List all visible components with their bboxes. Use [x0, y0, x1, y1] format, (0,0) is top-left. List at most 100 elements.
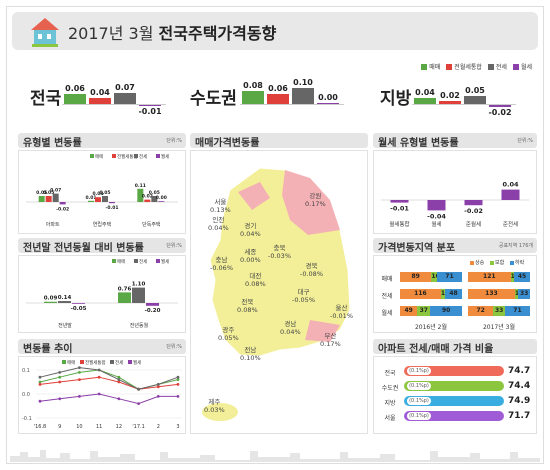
series-point — [137, 387, 140, 391]
type-change-header: 유형별 변동률 단위:% — [18, 133, 186, 149]
bar-value-label: 0.05 — [43, 190, 54, 196]
summary-bar — [464, 96, 486, 104]
category-label: 월세통합 — [389, 220, 409, 228]
chart-bar — [144, 199, 151, 202]
x-tick-label: 12 — [116, 424, 122, 430]
map-region-value: 0.08% — [245, 280, 266, 288]
legend-swatch — [134, 154, 138, 158]
x-tick-label: 9 — [58, 424, 61, 430]
legend-label: 매매 — [67, 359, 75, 366]
legend-swatch — [446, 63, 453, 70]
distribution-cell: 71 — [436, 272, 462, 282]
legend-swatch — [112, 154, 116, 158]
summary-bar — [89, 97, 111, 104]
summary-value: 0.10 — [293, 78, 313, 87]
legend-label: 전세 — [115, 359, 123, 366]
map-region-value: 0.08% — [237, 306, 258, 314]
map-region-name: 울산 — [335, 304, 348, 312]
series-point — [58, 397, 62, 401]
panel-unit: 단위:% — [166, 344, 182, 350]
distribution-cell: 133 — [468, 289, 515, 299]
map-region-label: 충북 -0.03% — [268, 244, 291, 260]
summary-bar — [489, 104, 511, 108]
panel-title: 아파트 전세/매매 가격 비율 — [378, 344, 494, 355]
summary-value: -0.02 — [488, 108, 512, 118]
x-tick-label: 10 — [76, 424, 82, 430]
map-region-name: 강원 — [309, 192, 322, 200]
bar-value-label: -0.04 — [427, 212, 446, 220]
map-region-label: 울산 -0.01% — [330, 304, 353, 320]
legend-swatch — [421, 63, 428, 70]
chart-bar — [102, 196, 108, 202]
distribution-cell: 16 — [431, 272, 440, 282]
summary-region-label: 전국 — [30, 89, 62, 109]
ratio-change-pill: (0.1%p) — [407, 397, 431, 405]
chart-bar — [464, 200, 483, 206]
map-region-label: 광주 0.05% — [218, 326, 239, 342]
map-region-name: 제주 — [208, 398, 221, 406]
chart-bar — [38, 196, 45, 202]
map-region-value: 0.00% — [240, 256, 261, 264]
title-bar — [12, 12, 538, 50]
panel-title: 전년말 전년동월 대비 변동률 — [23, 243, 144, 254]
x-tick-label: 2 — [157, 424, 160, 430]
ratio-row-label: 지방 — [384, 400, 396, 407]
chart-bar — [137, 188, 144, 202]
distribution-cell: 72 — [468, 306, 494, 316]
series-point — [117, 397, 121, 401]
distribution-cell: 71 — [504, 306, 530, 316]
legend-label: 전월세통합 — [117, 153, 138, 160]
legend-swatch — [134, 259, 138, 263]
title-prefix: 2017년 3월 — [68, 24, 154, 43]
ratio-header: 아파트 전세/매매 가격 비율 — [373, 339, 537, 355]
yoy-change-panel — [18, 255, 186, 333]
map-region-value: -0.03% — [268, 252, 291, 260]
map-region-value: 0.13% — [210, 206, 231, 214]
series-point — [38, 380, 42, 384]
distribution-col-label: 2017년 3월 — [482, 324, 516, 331]
panel-title: 월세 유형별 변동률 — [378, 138, 459, 149]
series-point — [97, 375, 101, 379]
distribution-row-label: 월세 — [381, 310, 393, 317]
series-point — [97, 392, 101, 396]
map-region-value: 0.05% — [218, 334, 239, 342]
panel-unit: 단위:% — [517, 138, 533, 144]
summary-bar — [414, 97, 436, 104]
category-label: 전년말 — [58, 322, 72, 329]
panel-unit: 단위:% — [166, 243, 182, 249]
series-point — [176, 375, 180, 379]
panel-title: 유형별 변동률 — [23, 138, 82, 149]
ratio-change-pill: (0.1%p) — [407, 367, 431, 375]
distribution-cell: 33 — [493, 306, 505, 316]
map-region-label: 제주 0.03% — [204, 398, 225, 414]
series-point — [38, 399, 42, 403]
series-point — [58, 375, 62, 379]
chart-bar — [45, 196, 52, 202]
distribution-col-label: 2016년 2월 — [414, 324, 448, 331]
chart-bar — [501, 189, 520, 200]
panel-unit: 단위:% — [166, 138, 182, 144]
series-point — [117, 380, 121, 384]
bar-value-label: 0.02 — [142, 194, 153, 200]
legend-label: 월세 — [161, 153, 169, 160]
map-region-value: 0.17% — [305, 200, 326, 208]
distribution-cell: 90 — [430, 306, 462, 316]
legend-swatch — [112, 259, 116, 263]
summary-value: 0.06 — [65, 84, 85, 94]
summary-value: 0.04 — [90, 87, 110, 97]
series-point — [78, 378, 81, 381]
map-region-name: 대전 — [249, 272, 262, 280]
legend-label: 매매 — [117, 258, 125, 265]
bar-value-label: -0.05 — [71, 306, 87, 312]
legend-item: 전세 — [487, 62, 507, 71]
ratio-change-pill: (0.1%p) — [407, 412, 431, 420]
monthly-rent-header: 월세 유형별 변동률 단위:% — [373, 133, 537, 149]
legend-label: 상승 — [475, 260, 485, 266]
category-label: 월세 — [431, 220, 441, 228]
series-point — [176, 383, 180, 386]
chart-bar — [109, 202, 115, 204]
map-region-label: 전북 0.08% — [237, 298, 258, 314]
summary-bar — [114, 92, 136, 104]
legend-swatch — [510, 261, 514, 265]
map-region-value: 0.10% — [240, 354, 261, 362]
